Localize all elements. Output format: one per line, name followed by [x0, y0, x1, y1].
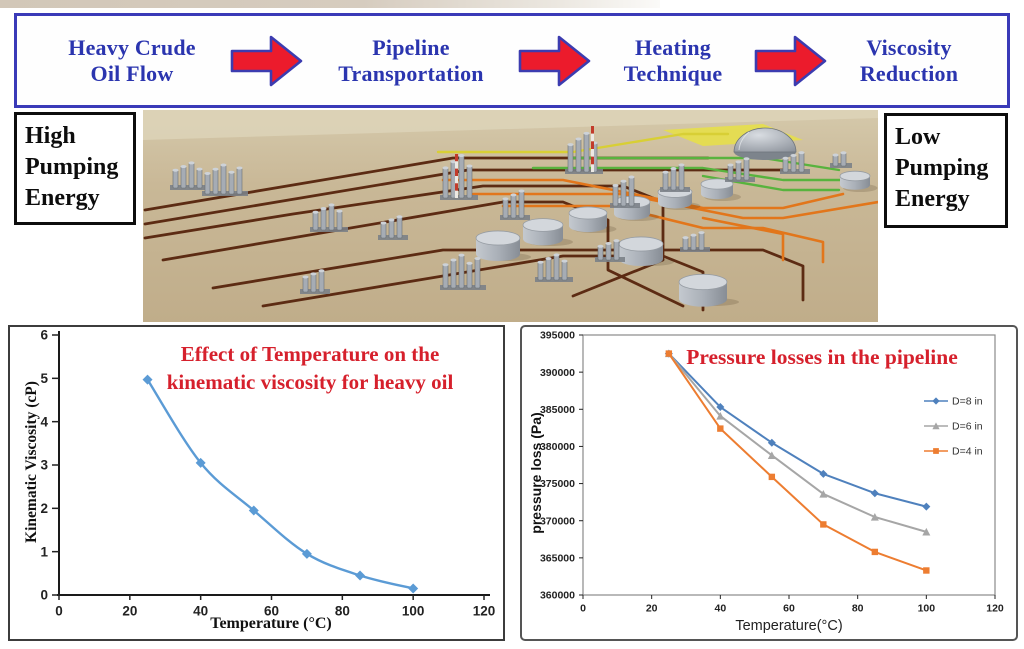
svg-text:60: 60	[264, 604, 279, 619]
flow-step-heavy-crude: Heavy Crude Oil Flow	[68, 34, 196, 86]
svg-text:6: 6	[40, 328, 48, 343]
svg-text:4: 4	[40, 414, 48, 429]
y-axis-label: Kinematic Viscosity (cP)	[23, 381, 40, 543]
svg-text:80: 80	[852, 603, 864, 615]
flow-arrow-icon	[518, 35, 591, 86]
svg-text:385000: 385000	[540, 404, 575, 416]
svg-text:120: 120	[473, 604, 496, 619]
svg-text:395000: 395000	[540, 330, 575, 342]
svg-text:370000: 370000	[540, 515, 575, 527]
svg-text:2: 2	[40, 501, 48, 516]
svg-text:D=6 in: D=6 in	[952, 421, 983, 433]
y-axis-label: pressure loss (Pa)	[528, 412, 544, 534]
svg-text:390000: 390000	[540, 367, 575, 379]
flow-arrow-icon	[230, 35, 303, 86]
low-pumping-energy-box: Low Pumping Energy	[884, 113, 1008, 228]
svg-text:D=4 in: D=4 in	[952, 446, 983, 458]
svg-text:380000: 380000	[540, 441, 575, 453]
chart-title: Effect of Temperature on the kinematic v…	[166, 342, 454, 394]
viscosity-chart-panel: 0 1 2 3 4 5 6 0 20 40 60 80 100 120 Effect of Tempera…	[8, 325, 505, 641]
chart-title: Pressure losses in the pipeline	[686, 345, 958, 369]
svg-text:D=8 in: D=8 in	[952, 396, 983, 408]
refinery-illustration	[143, 110, 880, 322]
svg-text:60: 60	[783, 603, 795, 615]
svg-text:120: 120	[986, 603, 1004, 615]
pressure-chart-panel: 360000 365000 370000 375000 380000 385000 3900…	[520, 325, 1018, 641]
high-pumping-energy-box: High Pumping Energy	[14, 112, 136, 225]
svg-text:40: 40	[193, 604, 208, 619]
process-flow-banner: Heavy Crude Oil Flow Pipeline Transporta…	[14, 13, 1010, 108]
pressure-chart-canvas: 360000 365000 370000 375000 380000 385000 3900…	[540, 330, 1004, 615]
x-axis-label: Temperature(°C)	[735, 618, 843, 634]
flow-step-viscosity: Viscosity Reduction	[859, 34, 959, 86]
svg-text:360000: 360000	[540, 590, 575, 602]
flow-step-heating: Heating Technique	[623, 34, 723, 86]
svg-text:20: 20	[646, 603, 658, 615]
svg-text:375000: 375000	[540, 478, 575, 490]
top-crop-strip	[0, 0, 660, 8]
dome-structure	[733, 127, 797, 160]
svg-text:0: 0	[55, 604, 63, 619]
svg-text:100: 100	[402, 604, 425, 619]
svg-text:100: 100	[918, 603, 936, 615]
svg-text:365000: 365000	[540, 553, 575, 565]
x-axis-label: Temperature (°C)	[210, 615, 332, 632]
flow-step-pipeline: Pipeline Transportation	[338, 34, 484, 86]
svg-text:0: 0	[40, 588, 48, 603]
svg-text:80: 80	[335, 604, 350, 619]
svg-text:0: 0	[580, 603, 586, 615]
flow-arrow-icon	[754, 35, 827, 86]
svg-text:40: 40	[714, 603, 726, 615]
svg-text:1: 1	[40, 544, 48, 559]
svg-text:3: 3	[40, 458, 48, 473]
svg-text:20: 20	[122, 604, 137, 619]
svg-text:5: 5	[40, 371, 48, 386]
plant-3d-image	[143, 110, 880, 322]
